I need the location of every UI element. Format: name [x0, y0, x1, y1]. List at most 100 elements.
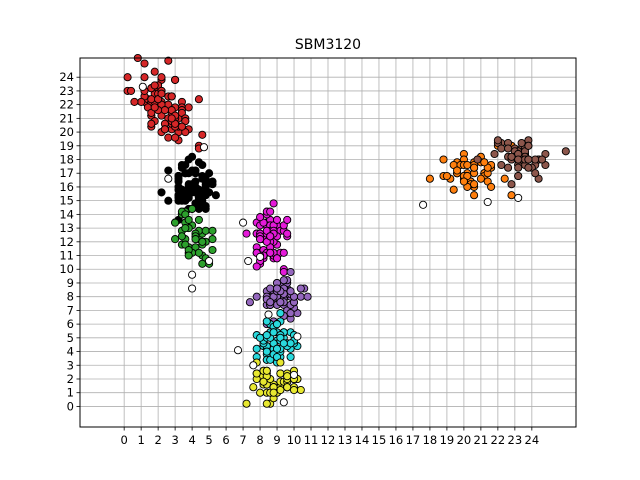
data-point-cluster-3: [201, 226, 210, 235]
data-point-cluster-5: [272, 284, 282, 293]
data-point-cluster-9: [514, 171, 523, 181]
y-tick-label: 20: [59, 125, 74, 139]
x-tick-label: 5: [205, 433, 212, 447]
data-point-cluster-1: [140, 59, 149, 68]
data-point-cluster-9: [537, 155, 547, 164]
data-point-cluster-9: [524, 141, 533, 150]
data-point-cluster-9: [490, 149, 499, 159]
data-point-cluster-2: [184, 169, 193, 178]
data-point-cluster-1: [137, 97, 146, 106]
x-tick-label: 15: [372, 433, 387, 447]
data-point-cluster-1: [164, 133, 173, 142]
data-point-cluster-7: [276, 369, 285, 378]
data-point-cluster-1: [167, 114, 176, 123]
data-point-cluster-2: [208, 180, 217, 189]
plot-frame: [79, 57, 577, 428]
x-tick-label: 13: [338, 433, 353, 447]
y-tick-label: 15: [59, 194, 74, 208]
data-point-cluster-3: [171, 218, 180, 227]
data-point-outlier: [289, 370, 299, 379]
data-point-cluster-8: [439, 155, 448, 164]
y-tick-label: 1: [67, 386, 74, 400]
data-point-cluster-8: [449, 185, 458, 194]
data-point-cluster-4: [272, 254, 282, 263]
x-tick-label: 8: [256, 433, 263, 447]
data-point-cluster-9: [514, 163, 523, 172]
data-point-cluster-3: [171, 235, 180, 244]
data-point-cluster-8: [442, 171, 451, 181]
data-point-cluster-2: [205, 169, 214, 178]
y-tick-label: 16: [59, 180, 74, 194]
data-point-outlier: [514, 193, 523, 202]
data-point-cluster-6: [262, 347, 271, 356]
x-tick-label: 23: [508, 433, 523, 447]
data-point-cluster-9: [504, 144, 513, 153]
data-point-cluster-9: [517, 138, 526, 148]
y-tick-label: 8: [67, 290, 74, 304]
data-point-cluster-1: [140, 73, 149, 82]
data-point-cluster-8: [425, 174, 434, 183]
data-point-cluster-7: [249, 383, 258, 392]
data-point-outlier: [205, 256, 214, 266]
x-tick-label: 24: [525, 433, 540, 447]
data-point-cluster-9: [507, 152, 516, 161]
data-point-cluster-9: [524, 163, 533, 172]
data-point-cluster-1: [150, 81, 159, 90]
data-point-cluster-8: [453, 166, 462, 175]
x-tick-label: 19: [440, 433, 455, 447]
x-tick-label: 16: [389, 433, 404, 447]
x-axis-ticks: 0 1 2 3 4 5 6 7 8 9 10 11 12 13 14 15 16 17 18 19 20 21 22 23 24: [121, 427, 540, 447]
data-point-cluster-9: [561, 147, 570, 156]
x-tick-label: 9: [273, 433, 280, 447]
data-point-cluster-1: [167, 92, 176, 101]
data-point-cluster-2: [184, 188, 193, 197]
data-point-cluster-5: [266, 298, 275, 307]
data-point-cluster-5: [245, 298, 254, 307]
data-point-cluster-8: [470, 163, 479, 172]
data-point-cluster-5: [286, 267, 295, 277]
x-tick-label: 2: [154, 433, 161, 447]
data-point-cluster-2: [198, 160, 207, 170]
data-point-cluster-7: [289, 385, 299, 395]
data-point-cluster-3: [198, 259, 207, 268]
data-point-cluster-7: [252, 369, 261, 378]
y-tick-label: 0: [67, 399, 74, 413]
y-tick-label: 9: [67, 276, 74, 290]
y-tick-label: 17: [59, 166, 74, 180]
x-tick-label: 11: [304, 433, 319, 447]
data-point-cluster-2: [174, 174, 183, 183]
x-tick-label: 20: [457, 433, 472, 447]
x-tick-label: 22: [491, 433, 506, 447]
data-point-cluster-7: [256, 388, 265, 397]
data-point-cluster-2: [194, 204, 203, 213]
y-tick-label: 19: [59, 139, 74, 153]
data-point-cluster-6: [252, 344, 261, 353]
data-point-cluster-7: [259, 377, 268, 386]
data-point-cluster-4: [272, 215, 282, 224]
x-tick-label: 6: [222, 433, 229, 447]
data-point-cluster-2: [174, 191, 183, 200]
data-point-cluster-1: [171, 75, 180, 84]
data-point-cluster-3: [208, 226, 217, 235]
data-point-cluster-8: [470, 191, 479, 200]
data-point-outlier: [279, 398, 288, 407]
data-point-cluster-7: [262, 399, 271, 408]
data-point-cluster-3: [208, 235, 217, 244]
data-point-cluster-1: [198, 130, 207, 139]
data-point-outlier: [188, 270, 197, 279]
data-point-outlier: [293, 332, 302, 341]
data-point-cluster-1: [157, 89, 166, 98]
data-point-cluster-4: [279, 248, 288, 257]
y-tick-label: 3: [67, 358, 74, 372]
data-point-cluster-6: [262, 331, 271, 340]
data-point-cluster-6: [279, 339, 288, 348]
y-tick-label: 14: [59, 207, 74, 221]
data-point-cluster-9: [531, 169, 540, 178]
y-tick-label: 23: [59, 84, 74, 98]
data-point-outlier: [164, 174, 173, 183]
data-point-cluster-4: [279, 267, 288, 277]
data-point-cluster-3: [184, 251, 193, 260]
data-point-cluster-5: [279, 276, 288, 285]
